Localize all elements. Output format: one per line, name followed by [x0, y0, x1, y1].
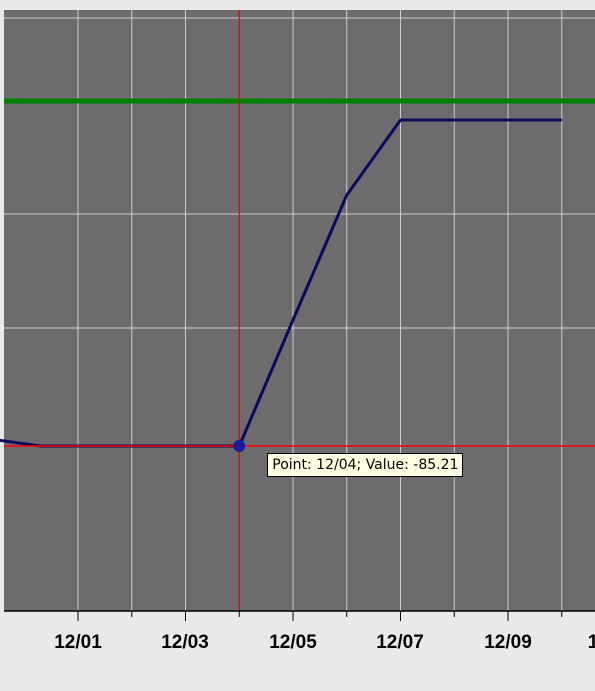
- plot-area: [4, 10, 595, 611]
- x-tick-label: 12/09: [484, 632, 532, 653]
- x-axis-area: [0, 611, 595, 687]
- x-tick-label: 12/05: [269, 632, 317, 653]
- x-tick-label: 12/01: [54, 632, 102, 653]
- highlighted-data-point: [233, 440, 246, 452]
- x-tick-label: 12/03: [161, 632, 209, 653]
- x-tick-label: 1: [588, 632, 595, 653]
- data-point-tooltip: Point: 12/04; Value: -85.21: [267, 453, 464, 477]
- x-tick-label: 12/07: [376, 632, 424, 653]
